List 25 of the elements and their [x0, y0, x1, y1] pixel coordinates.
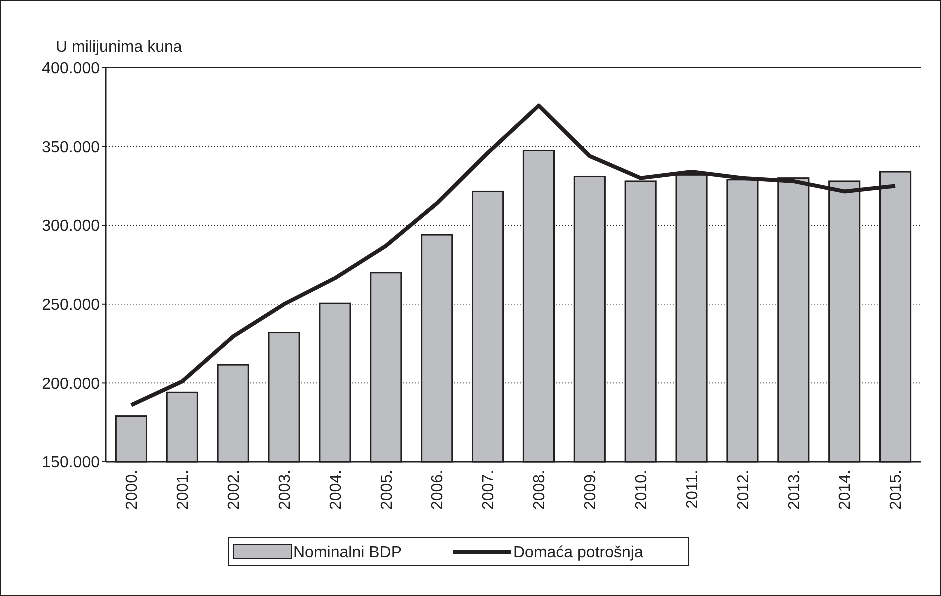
x-tick-label: 2001.	[175, 470, 192, 510]
x-tick-label: 2006.	[430, 470, 447, 510]
x-tick-label: 2010.	[633, 470, 650, 510]
x-tick-label: 2011.	[684, 470, 702, 509]
x-tick-label: 2015.	[888, 470, 906, 510]
y-tick-label: 250.000	[42, 297, 100, 314]
y-tick-label: 350.000	[42, 139, 100, 156]
x-tick-label: 2009.	[582, 470, 600, 510]
x-tick-label: 2002.	[226, 470, 243, 510]
y-tick-label: 300.000	[42, 218, 100, 236]
x-tick-label: 2012.	[735, 470, 752, 510]
x-tick-label: 2014.	[837, 470, 854, 510]
x-tick-label: 2005.	[378, 470, 396, 510]
x-tick-label: 2004.	[328, 470, 345, 510]
x-tick-label: 2000.	[124, 470, 142, 510]
legend-label: Nominalni BDP	[294, 544, 402, 562]
legend-label: Domaća potrošnja	[514, 544, 644, 562]
y-tick-label: 150.000	[42, 454, 100, 472]
x-tick-label: 2013.	[786, 470, 804, 510]
y-axis-title: U milijunima kuna	[56, 39, 182, 56]
x-tick-label: 2003.	[276, 470, 294, 510]
y-tick-label: 200.000	[42, 376, 100, 393]
x-tick-label: 2008.	[532, 470, 549, 510]
y-tick-label: 400.000	[42, 60, 100, 78]
x-tick-label: 2007.	[480, 470, 498, 510]
